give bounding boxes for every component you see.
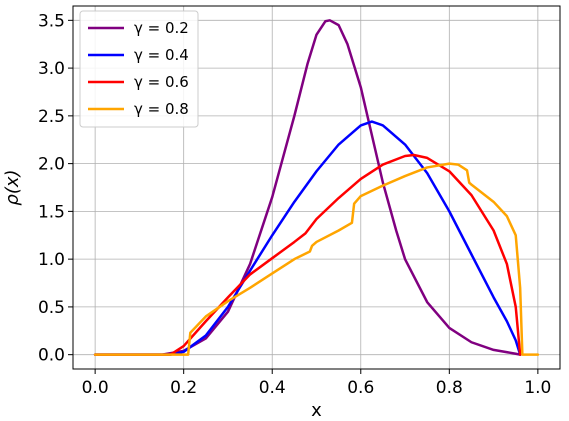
x-axis-label: x (311, 400, 322, 421)
y-tick-label: 1.0 (38, 250, 65, 270)
x-tick-label: 0.0 (82, 378, 109, 398)
y-tick-label: 0.5 (38, 298, 65, 318)
x-tick-label: 0.4 (259, 378, 286, 398)
plot-frame (72, 5, 561, 370)
x-tick-label: 0.2 (170, 378, 197, 398)
y-tick-label: 2.0 (38, 155, 65, 175)
series-line (93, 162, 540, 356)
y-tick-label: 2.5 (38, 107, 65, 127)
y-tick-label: 3.0 (38, 59, 65, 79)
legend-entry: γ = 0.2 (134, 19, 189, 37)
series-line (93, 19, 522, 356)
x-tick-label: 0.8 (436, 378, 463, 398)
x-tick-label: 0.6 (347, 378, 374, 398)
y-tick-label: 3.5 (38, 11, 65, 31)
x-tick-label: 1.0 (524, 378, 551, 398)
series-line (93, 120, 522, 356)
y-tick-label: 1.5 (38, 202, 65, 222)
y-axis-label: ρ(x) (2, 169, 23, 205)
legend-box (79, 10, 199, 128)
legend: γ = 0.2 γ = 0.4 γ = 0.6 γ = 0.8 (79, 10, 199, 128)
y-tick-label: 0.0 (38, 346, 65, 366)
legend-entry: γ = 0.8 (134, 100, 189, 118)
legend-entry: γ = 0.6 (134, 73, 189, 91)
legend-entry: γ = 0.4 (134, 46, 189, 64)
plot-series (93, 19, 540, 356)
axis-ticks: 0.0 0.2 0.4 0.6 0.8 1.0 0.0 0.5 1.0 1.5 2.0 2.5 3.0 3… (38, 11, 551, 398)
